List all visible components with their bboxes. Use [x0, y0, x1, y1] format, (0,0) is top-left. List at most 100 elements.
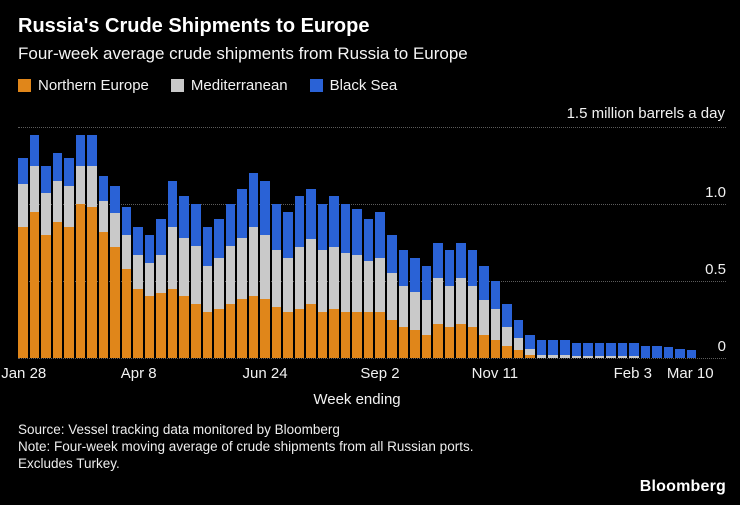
bar-segment-mediterranean [559, 354, 570, 358]
bar-segment-northern-europe [87, 207, 97, 358]
bar-segment-black-sea [144, 234, 155, 263]
bar-segment-black-sea [75, 134, 86, 166]
bar-segment-black-sea [202, 227, 213, 266]
bar-segment-black-sea [18, 157, 28, 184]
bar-segment-mediterranean [352, 254, 362, 312]
bar-week-44 [525, 127, 535, 358]
bars [18, 127, 697, 358]
bar-segment-northern-europe [456, 324, 466, 358]
bar-segment-mediterranean [571, 356, 582, 358]
bar-week-21 [260, 127, 270, 358]
bar-segment-mediterranean [190, 245, 201, 305]
legend-swatch-mediterranean [170, 79, 184, 92]
bar-segment-northern-europe [317, 311, 328, 358]
bar-segment-mediterranean [214, 257, 224, 309]
bar-segment-northern-europe [260, 299, 270, 358]
bar-segment-mediterranean [629, 356, 639, 358]
bar-segment-black-sea [98, 176, 109, 201]
bar-segment-northern-europe [110, 247, 120, 358]
bar-segment-mediterranean [502, 327, 512, 346]
bar-segment-black-sea [248, 173, 259, 228]
bar-segment-black-sea [121, 207, 132, 235]
bar-segment-northern-europe [398, 327, 409, 358]
bar-segment-black-sea [179, 196, 189, 238]
bar-week-58 [686, 127, 697, 358]
bar-segment-black-sea [606, 342, 616, 357]
bar-segment-mediterranean [583, 356, 593, 358]
bar-segment-mediterranean [294, 247, 305, 309]
bar-segment-mediterranean [410, 291, 420, 331]
bar-segment-black-sea [363, 219, 374, 261]
bar-week-4 [64, 127, 74, 358]
bar-segment-black-sea [490, 281, 501, 309]
bar-segment-black-sea [675, 348, 685, 358]
bar-segment-northern-europe [75, 204, 86, 358]
bar-segment-northern-europe [329, 308, 339, 358]
bar-segment-black-sea [340, 204, 351, 254]
bar-segment-northern-europe [410, 330, 420, 358]
bar-segment-black-sea [52, 153, 63, 181]
bar-week-20 [248, 127, 259, 358]
bar-segment-mediterranean [387, 273, 397, 320]
bar-segment-mediterranean [121, 234, 132, 269]
bar-segment-northern-europe [156, 293, 166, 358]
bar-segment-black-sea [640, 345, 651, 358]
bar-segment-black-sea [663, 347, 674, 358]
bar-segment-mediterranean [144, 262, 155, 297]
bar-segment-mediterranean [75, 165, 86, 205]
bar-segment-northern-europe [190, 304, 201, 358]
bar-segment-black-sea [352, 208, 362, 255]
bar-week-15 [190, 127, 201, 358]
bar-week-35 [421, 127, 432, 358]
bar-segment-mediterranean [248, 227, 259, 297]
bar-segment-northern-europe [421, 334, 432, 358]
bar-week-36 [433, 127, 443, 358]
bar-segment-black-sea [513, 319, 524, 338]
bar-segment-northern-europe [41, 234, 51, 358]
bar-segment-black-sea [467, 250, 478, 286]
bloomberg-logo: Bloomberg [639, 478, 726, 495]
bar-segment-northern-europe [467, 327, 478, 358]
bar-week-31 [375, 127, 385, 358]
bar-week-27 [329, 127, 339, 358]
bar-segment-mediterranean [202, 265, 213, 312]
bar-segment-northern-europe [179, 296, 189, 358]
bar-segment-mediterranean [283, 257, 293, 312]
bar-segment-northern-europe [294, 308, 305, 358]
bar-week-18 [225, 127, 236, 358]
bar-segment-northern-europe [387, 319, 397, 358]
bar-segment-black-sea [479, 265, 489, 300]
bar-segment-northern-europe [479, 334, 489, 358]
bar-segment-mediterranean [87, 165, 97, 208]
bar-week-9 [121, 127, 132, 358]
bar-week-39 [467, 127, 478, 358]
y-tick-label-1.0: 1.0 [705, 184, 726, 202]
bar-segment-black-sea [133, 227, 143, 255]
bar-week-30 [363, 127, 374, 358]
bar-segment-black-sea [156, 219, 166, 255]
bar-segment-mediterranean [617, 356, 628, 358]
bar-week-25 [306, 127, 316, 358]
bar-segment-northern-europe [18, 227, 28, 358]
bar-segment-mediterranean [317, 250, 328, 312]
gridline-1 [18, 203, 726, 205]
bar-segment-black-sea [271, 204, 282, 251]
bar-segment-northern-europe [121, 268, 132, 358]
bar-segment-mediterranean [133, 254, 143, 289]
bar-segment-mediterranean [156, 254, 166, 294]
bar-segment-mediterranean [467, 285, 478, 328]
bar-segment-black-sea [167, 180, 178, 228]
bar-segment-northern-europe [64, 227, 74, 358]
bar-segment-black-sea [283, 211, 293, 258]
bar-segment-mediterranean [479, 299, 489, 335]
bar-segment-black-sea [456, 242, 466, 278]
x-axis-labels: Jan 28 Apr 8 Jun 24 Sep 2 Nov 11 Feb 3 Mar 10 [1, 358, 713, 382]
bar-segment-black-sea [617, 342, 628, 357]
bar-segment-black-sea [398, 250, 409, 286]
bar-week-7 [98, 127, 109, 358]
bar-segment-mediterranean [260, 234, 270, 300]
bar-segment-mediterranean [52, 180, 63, 223]
bar-segment-black-sea [410, 257, 420, 292]
bar-segment-northern-europe [283, 311, 293, 358]
bar-segment-mediterranean [490, 308, 501, 340]
